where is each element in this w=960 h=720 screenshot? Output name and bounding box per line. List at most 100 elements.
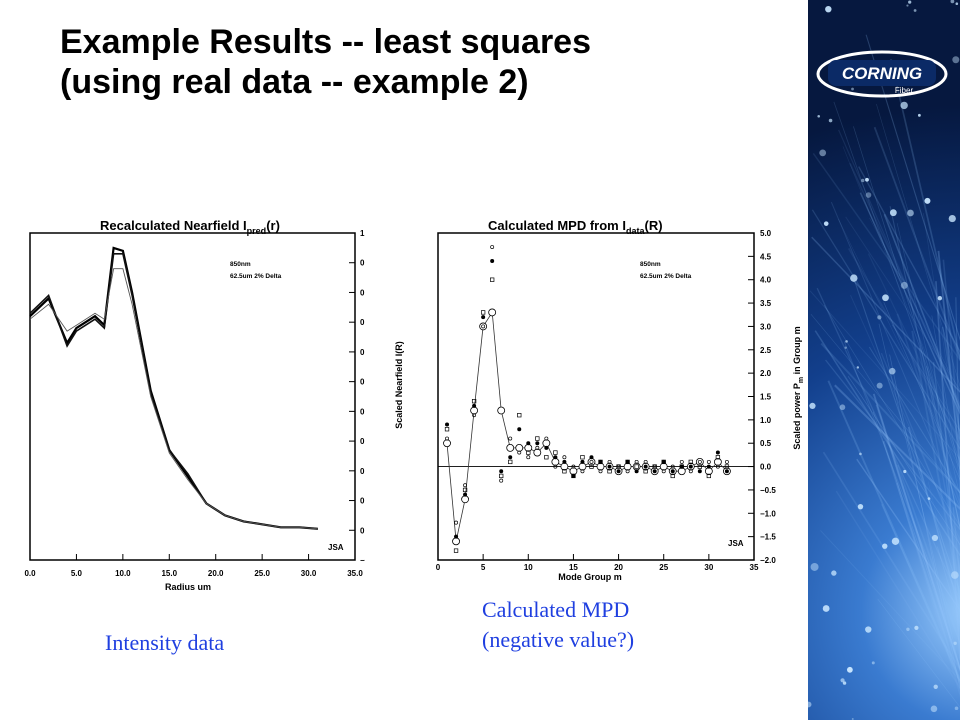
data-point	[542, 439, 551, 448]
fiber-strand	[868, 346, 960, 494]
fiber-strand	[811, 236, 960, 393]
data-point	[697, 469, 702, 474]
chart-title-suffix: (r)	[266, 218, 280, 233]
fiber-strand	[812, 153, 960, 362]
data-point	[517, 450, 522, 455]
fiber-strand	[926, 366, 960, 531]
x-tick-label: 10	[524, 563, 533, 572]
light-dot	[908, 0, 912, 4]
corning-logo: CORNING Fiber	[816, 50, 948, 98]
data-point	[679, 464, 684, 469]
fiber-strand	[875, 404, 960, 673]
light-dot	[856, 366, 860, 369]
x-tick-label: 20.0	[208, 569, 224, 578]
legend-line1: 850nm	[640, 261, 661, 268]
plot-frame	[29, 232, 356, 561]
legend-line1: 850nm	[230, 261, 251, 268]
fiber-strand	[835, 490, 960, 690]
data-point	[578, 462, 587, 471]
data-point	[452, 537, 460, 546]
x-tick-label: 5	[481, 563, 486, 572]
y-tick-label: 3.5	[760, 299, 772, 308]
light-dot	[907, 209, 914, 217]
light-dot	[913, 9, 917, 12]
chart-title-subscript: pred	[247, 226, 267, 236]
data-point	[462, 487, 468, 493]
fiber-strand	[809, 290, 960, 460]
data-point	[632, 462, 641, 471]
data-point	[544, 455, 549, 460]
mpd-chart: Calculated MPD from Idata(R) 850nm 62.5u…	[436, 218, 805, 582]
light-dot	[927, 497, 931, 500]
y-tick-label: 0.9	[360, 259, 365, 268]
data-point	[553, 455, 558, 460]
data-point	[562, 459, 567, 464]
x-axis-label: Mode Group m	[558, 572, 622, 582]
light-dot	[859, 452, 862, 456]
data-point	[596, 462, 605, 471]
data-point	[508, 455, 513, 460]
light-dot	[951, 571, 959, 579]
x-tick-label: 15	[569, 563, 578, 572]
data-point	[535, 445, 540, 450]
fiber-strand	[952, 507, 960, 588]
data-point	[706, 473, 712, 479]
data-point	[445, 436, 449, 441]
light-dot	[891, 537, 900, 546]
y-tick-label: 0.6	[360, 348, 365, 357]
x-tick-label: 35	[750, 563, 759, 572]
fiber-strand	[833, 101, 960, 464]
logo-swoosh	[816, 50, 948, 98]
y-tick-label: −1.5	[760, 533, 776, 542]
x-tick-label: 25	[659, 563, 668, 572]
x-tick-label: 25.0	[254, 569, 270, 578]
fiber-strand	[838, 129, 960, 409]
light-dot	[954, 706, 959, 711]
data-point	[571, 473, 576, 479]
fiber-strand	[825, 359, 960, 531]
fiber-strand	[847, 247, 960, 442]
data-point	[688, 469, 693, 474]
light-dot	[917, 113, 921, 117]
caption-mpd-line2: (negative value?)	[482, 627, 635, 652]
x-tick-label: 0	[436, 563, 441, 572]
data-point	[490, 277, 495, 282]
fiber-strand	[850, 294, 960, 542]
data-point	[453, 548, 459, 553]
logo-text: CORNING	[842, 64, 922, 83]
fiber-strand	[845, 216, 960, 391]
x-tick-label: 10.0	[115, 569, 131, 578]
slide-title-line2: (using real data -- example 2)	[60, 63, 529, 101]
data-point	[553, 464, 558, 469]
data-point	[695, 457, 704, 466]
data-point	[569, 467, 578, 476]
data-point	[652, 469, 657, 474]
data-point	[472, 403, 477, 408]
light-dot	[861, 178, 865, 183]
data-point	[670, 464, 675, 469]
series-line	[446, 311, 728, 542]
x-tick-label: 30.0	[301, 569, 317, 578]
data-point	[697, 459, 702, 464]
fiber-strand	[820, 342, 960, 494]
light-dot	[937, 296, 943, 301]
fiber-strand	[881, 503, 960, 684]
fiber-strand	[838, 219, 960, 470]
y-tick-label: 3.0	[760, 322, 772, 331]
light-dot	[865, 626, 872, 633]
light-dot	[889, 209, 897, 217]
fiber-strand	[849, 162, 960, 407]
y-tick-label: 0.5	[360, 378, 365, 387]
y-tick-label: −2.0	[760, 556, 776, 565]
fiber-strand	[918, 347, 960, 575]
light-dot	[948, 214, 956, 223]
fiber-strand	[935, 281, 960, 660]
data-point	[715, 450, 720, 455]
light-dot	[931, 534, 939, 542]
data-point	[589, 464, 594, 469]
slide-title-line1: Example Results -- least squares	[60, 23, 592, 61]
data-point	[589, 459, 594, 464]
light-dot	[900, 101, 908, 110]
fiber-strand	[936, 546, 960, 626]
data-point	[526, 441, 531, 446]
